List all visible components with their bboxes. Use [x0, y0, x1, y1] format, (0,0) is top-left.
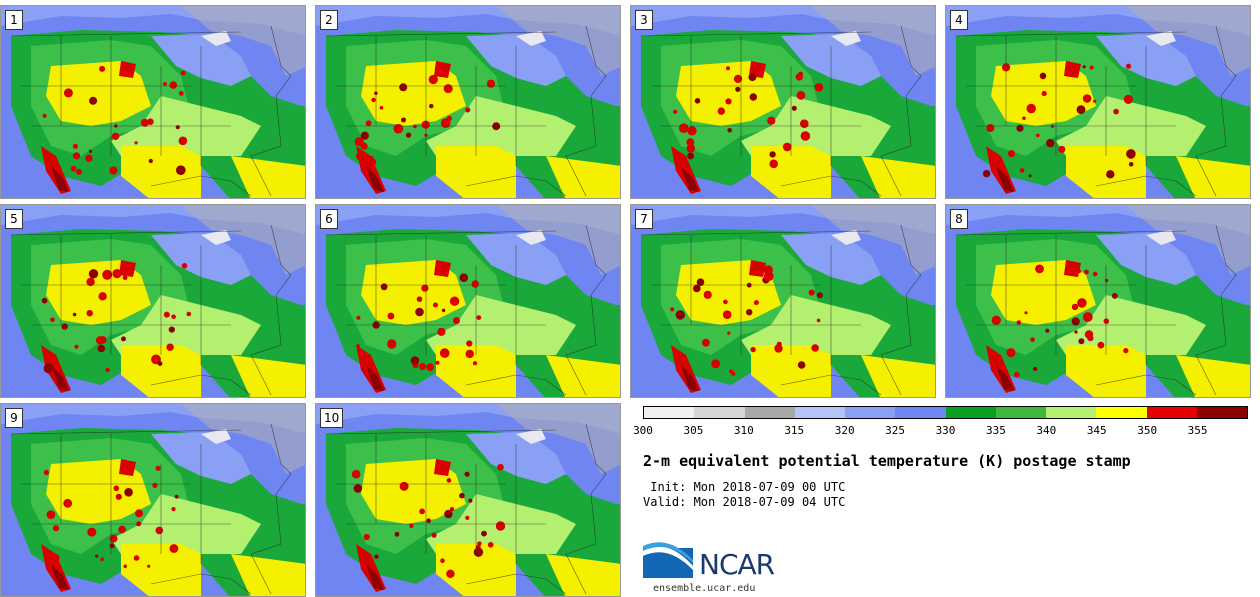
- color-scale-tick-label: 315: [784, 424, 805, 437]
- color-scale-segment: [1146, 407, 1197, 418]
- color-scale-tick-label: 325: [885, 424, 906, 437]
- panel-number-label: 9: [5, 408, 23, 428]
- map-panel: 4: [945, 5, 1251, 199]
- map-panel: 3: [630, 5, 936, 199]
- panel-number-label: 4: [950, 10, 968, 30]
- site-url: ensemble.ucar.edu: [653, 583, 756, 594]
- panel-number-label: 7: [635, 209, 653, 229]
- valid-time: Valid: Mon 2018-07-09 04 UTC: [643, 495, 846, 509]
- color-scale-tick-label: 305: [683, 424, 704, 437]
- ncar-logo-text: NCAR: [699, 548, 775, 581]
- panel-number-label: 1: [5, 10, 23, 30]
- color-scale-tick-label: 310: [733, 424, 754, 437]
- color-scale-segment: [845, 407, 896, 418]
- color-scale-tick-label: 350: [1137, 424, 1158, 437]
- color-scale-segment: [1196, 407, 1247, 418]
- map-panel: 1: [0, 5, 306, 199]
- init-time: Init: Mon 2018-07-09 00 UTC: [643, 480, 846, 494]
- color-scale-segment: [744, 407, 795, 418]
- panel-number-label: 10: [320, 408, 344, 428]
- color-scale-segment: [1096, 407, 1147, 418]
- color-scale-segment: [895, 407, 946, 418]
- color-scale-segment: [694, 407, 745, 418]
- color-scale-segment: [644, 407, 695, 418]
- color-scale-tick-label: 300: [633, 424, 653, 437]
- color-scale-tick-label: 345: [1086, 424, 1107, 437]
- color-scale-tick-label: 330: [935, 424, 956, 437]
- panel-number-label: 5: [5, 209, 23, 229]
- color-scale-bar: [643, 406, 1248, 419]
- color-scale-segment: [1046, 407, 1097, 418]
- panel-number-label: 2: [320, 10, 338, 30]
- map-panel: 8: [945, 204, 1251, 398]
- ncar-logo-icon: [643, 542, 693, 578]
- color-scale-tick-label: 335: [985, 424, 1006, 437]
- figure-title: 2-m equivalent potential temperature (K)…: [643, 452, 1131, 470]
- color-scale-segment: [995, 407, 1046, 418]
- map-panel: 7: [630, 204, 936, 398]
- map-panel: 9: [0, 403, 306, 597]
- map-panel: 5: [0, 204, 306, 398]
- color-scale-segment: [794, 407, 845, 418]
- panel-number-label: 3: [635, 10, 653, 30]
- color-scale-tick-label: 355: [1187, 424, 1208, 437]
- panel-number-label: 8: [950, 209, 968, 229]
- color-scale-segment: [945, 407, 996, 418]
- map-panel: 10: [315, 403, 621, 597]
- color-scale-tick-label: 320: [834, 424, 855, 437]
- map-panel: 2: [315, 5, 621, 199]
- panel-number-label: 6: [320, 209, 338, 229]
- color-scale-ticks: 300 305 310 315 320 325 330 335 340 345 350 355: [633, 424, 1248, 438]
- map-panel: 6: [315, 204, 621, 398]
- color-scale-tick-label: 340: [1036, 424, 1057, 437]
